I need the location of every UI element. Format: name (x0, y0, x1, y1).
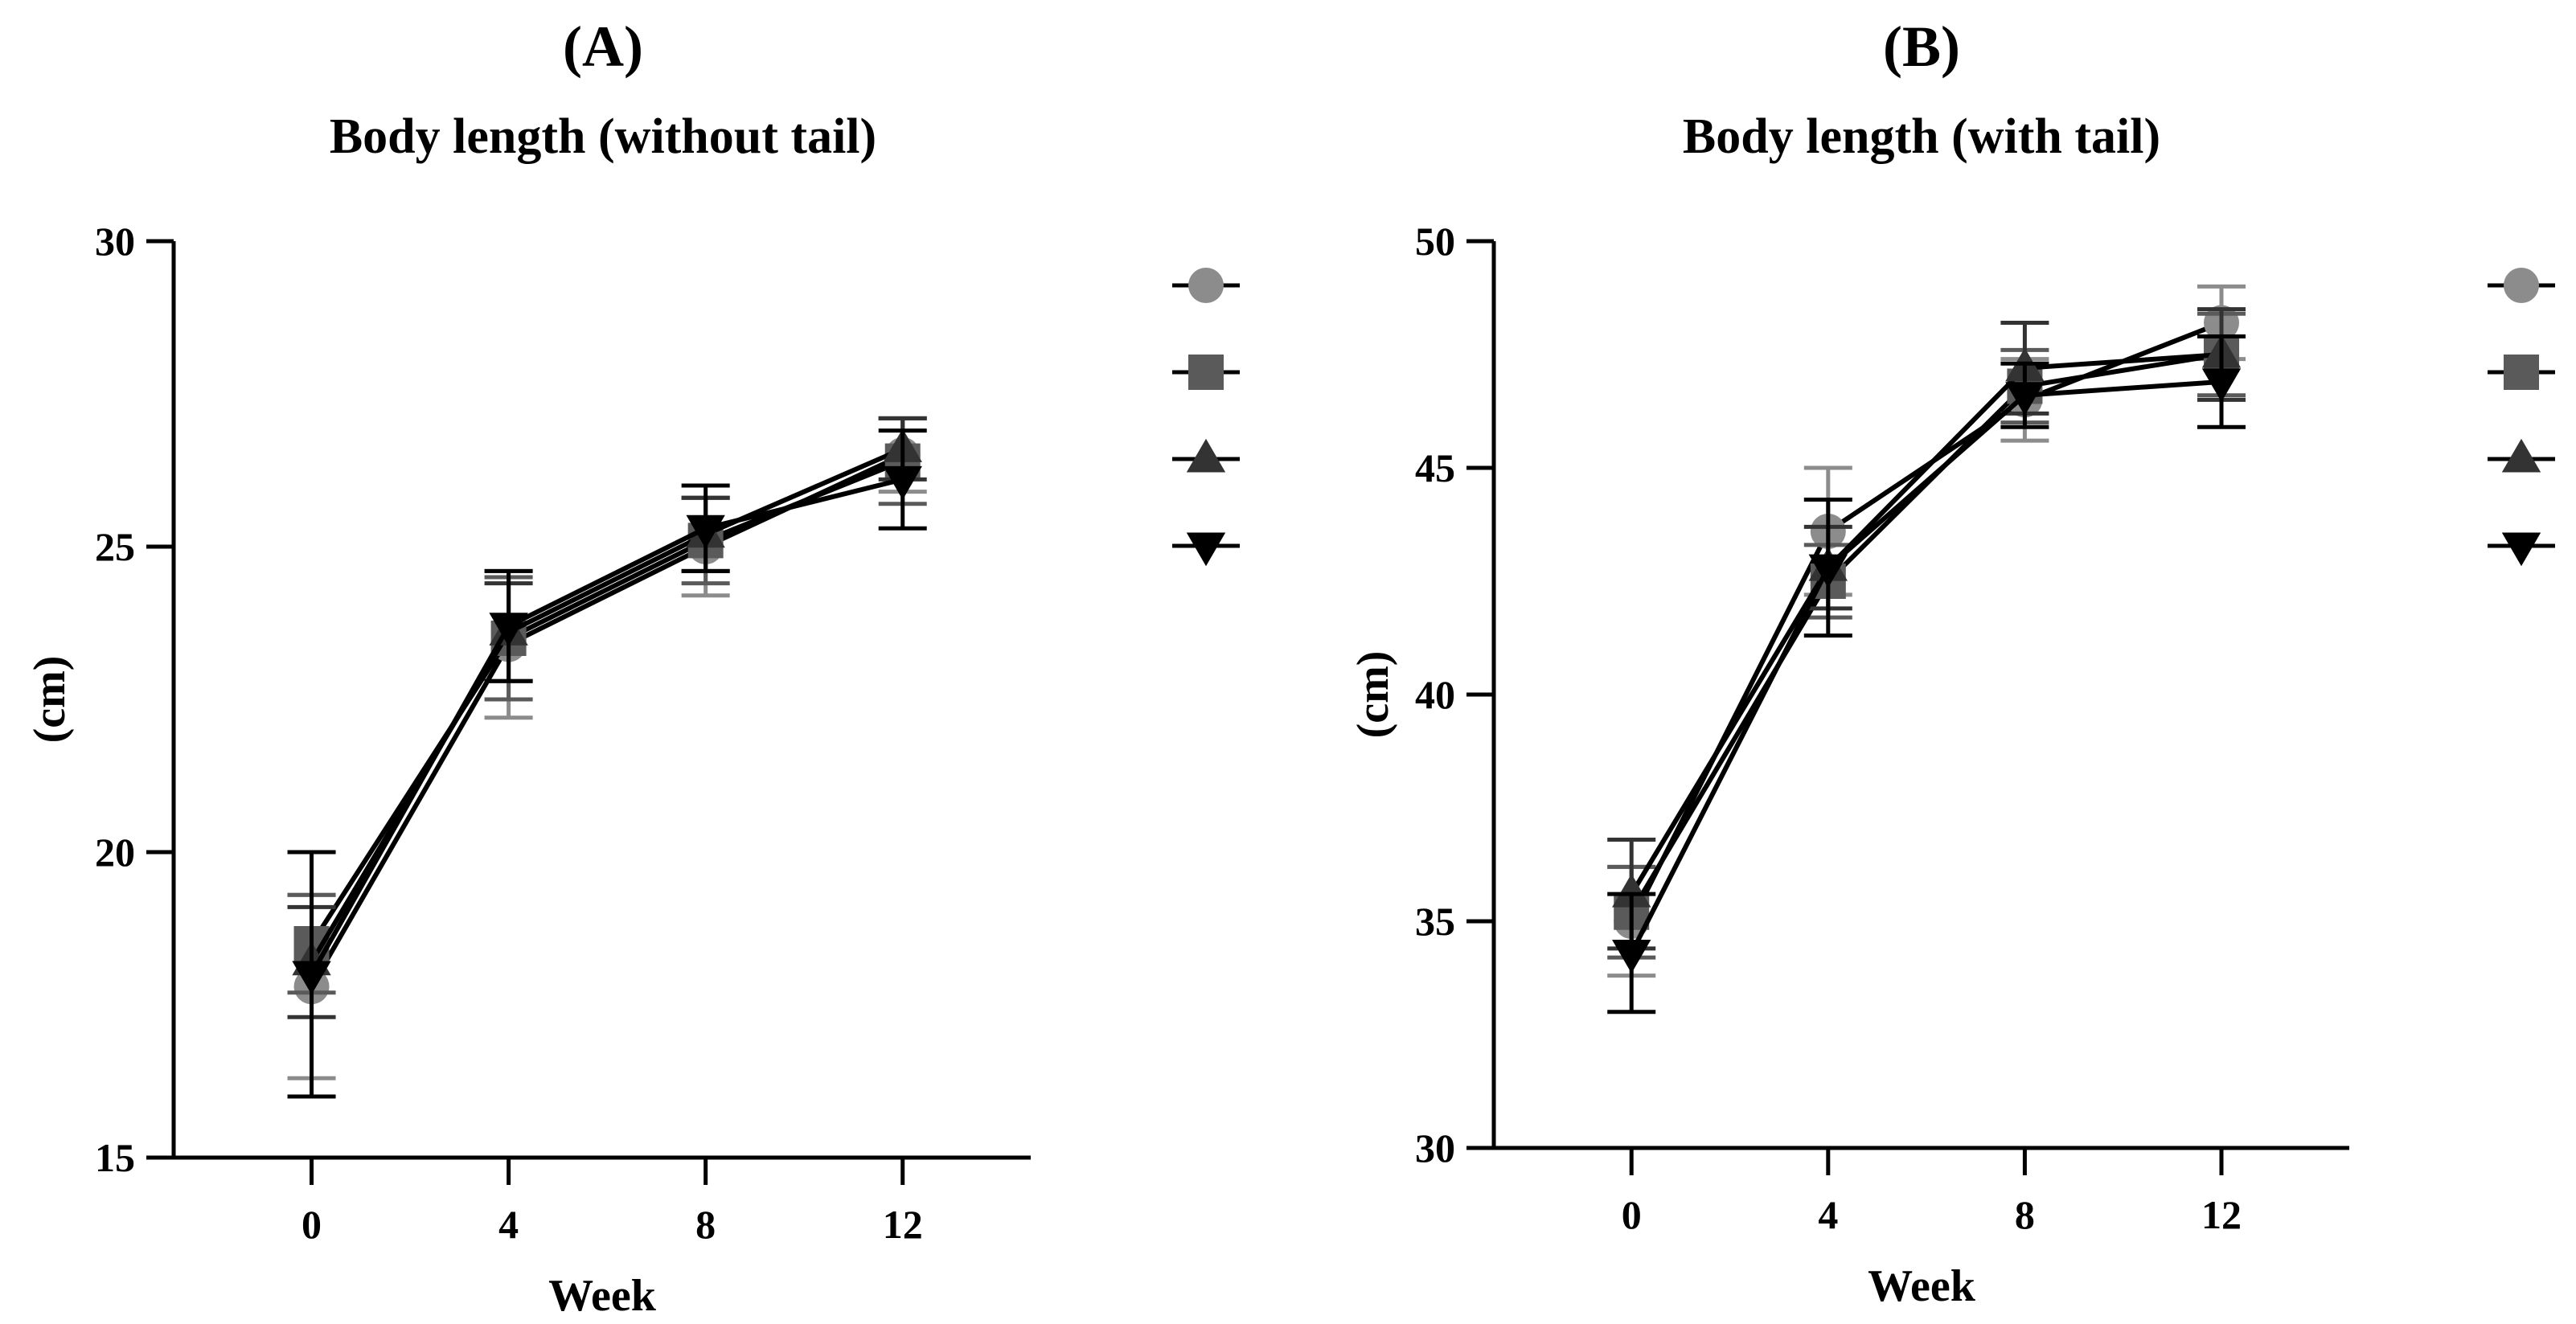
data-point (1612, 939, 1651, 974)
y-axis-label: (cm) (1348, 651, 1398, 739)
x-tick-label: 0 (1622, 1192, 1642, 1237)
series-line (1629, 379, 2222, 954)
legend-entry-triangle-up (1172, 438, 1240, 473)
series-line (1629, 352, 2222, 896)
legend-entry-square (1172, 355, 1240, 390)
legend-entry-circle (1172, 268, 1240, 303)
panel-b: (B) Body length (with tail) 30 35 40 45 50 0 4 8 1… (1348, 14, 2555, 1311)
chart-title: Body length (with tail) (1683, 109, 2160, 164)
legend-marker (1186, 532, 1226, 567)
y-tick-label: 30 (95, 219, 135, 264)
x-tick-label: 4 (498, 1202, 519, 1247)
x-tick-label: 4 (1818, 1192, 1838, 1237)
legend-marker (1188, 268, 1224, 303)
data-point (2201, 368, 2242, 403)
legend-entry-square (2488, 355, 2555, 390)
y-tick-label: 50 (1415, 219, 1455, 264)
y-tick-label: 40 (1415, 672, 1455, 717)
data-point (292, 961, 331, 995)
panel-a: (A) Body length (without tail) 15 20 25 30 0 4 8… (25, 14, 1240, 1321)
data-point (883, 465, 922, 500)
data-point (2005, 382, 2045, 416)
data-point (1612, 873, 1651, 908)
x-tick-label: 12 (2201, 1192, 2242, 1237)
legend-entry-triangle-up (2488, 438, 2555, 473)
y-tick-label: 30 (1415, 1125, 1455, 1170)
legend-marker (2504, 268, 2539, 303)
legend-marker (2504, 355, 2539, 390)
x-tick-label: 12 (883, 1202, 923, 1247)
data-point (686, 514, 725, 549)
y-tick-label: 25 (95, 524, 135, 569)
x-tick-label: 0 (301, 1202, 322, 1247)
data-point (1808, 554, 1848, 588)
y-tick-label: 20 (95, 830, 135, 875)
legend-marker (1186, 438, 1226, 473)
x-tick-label: 8 (695, 1202, 716, 1247)
chart-title: Body length (without tail) (330, 109, 876, 164)
series-line (309, 477, 904, 976)
legend-entry-circle (2488, 268, 2555, 303)
legend-entry-triangle-down (2488, 532, 2555, 567)
series-triangle-down (1607, 334, 2246, 1015)
legend-entry-triangle-down (1172, 532, 1240, 567)
y-axis-label: (cm) (25, 656, 75, 744)
panel-letter: (A) (563, 14, 643, 79)
y-tick-label: 15 (95, 1135, 135, 1180)
legend-marker (1188, 355, 1224, 390)
x-tick-label: 8 (2015, 1192, 2035, 1237)
legend-marker (2501, 438, 2541, 473)
x-axis-label: Week (548, 1271, 657, 1321)
y-tick-label: 45 (1415, 445, 1455, 490)
x-axis-label: Week (1868, 1261, 1976, 1311)
legend-marker (2501, 532, 2541, 567)
panel-letter: (B) (1883, 14, 1960, 79)
series-line (310, 458, 904, 945)
data-point (489, 613, 528, 647)
y-tick-label: 35 (1415, 899, 1455, 944)
series-triangle-down (287, 428, 927, 1099)
